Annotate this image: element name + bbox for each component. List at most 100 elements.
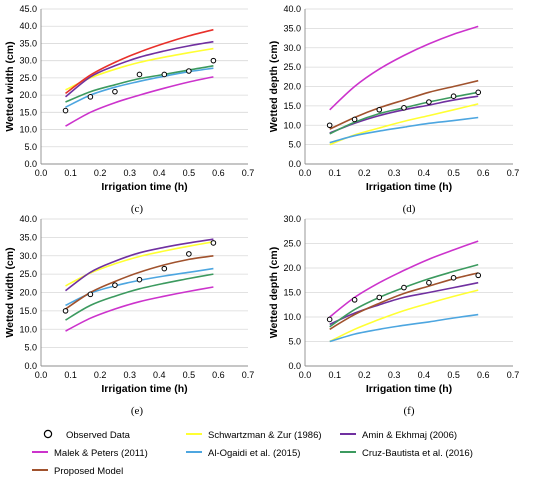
observed-point [376,294,383,301]
panel-label: (d) [403,203,416,215]
y-tick-label: 30.0 [283,43,301,53]
y-tick-label: 10.0 [19,324,37,334]
chart-panel-c: 0.0 5.0 10.0 15.0 20.0 25.0 30.0 35.0 40.0 45.0 0.… [4,4,254,215]
x-tick-label: 0.1 [328,370,341,380]
x-tick-label: 0.6 [212,168,225,178]
panel-label: (c) [131,203,144,215]
x-tick-label: 0.3 [388,370,401,380]
observed-point [112,88,118,95]
observed-point [186,251,192,257]
x-tick-label: 0.7 [507,370,520,380]
chart-panel-d: 0.0 5.0 10.0 15.0 20.0 25.0 30.0 35.0 40.0 0.0 0.1… [268,4,519,215]
series-line-malek [65,76,214,127]
legend-observed: Observed Data [43,429,131,441]
y-tick-label: 25.0 [19,269,37,279]
series-line-proposed [329,272,479,330]
x-tick-label: 0.7 [507,168,520,178]
y-tick-label: 0.0 [24,361,37,371]
x-tick-label: 0.0 [299,370,312,380]
y-tick-label: 10.0 [283,312,301,322]
y-tick-label: 5.0 [288,337,301,347]
legend: Observed Data Schwartzman & Zur (1986) A… [32,429,473,477]
legend-cruz-label: Cruz-Bautista et al. (2016) [362,448,473,459]
series-line-malek [329,25,479,111]
series-line-amin [65,40,214,98]
observed-point [136,276,143,283]
y-tick-label: 0.0 [24,159,37,169]
y-tick-label: 15.0 [283,101,301,111]
series-line-alogaidi [329,313,479,343]
x-tick-label: 0.4 [153,370,166,380]
y-axis-title: Wetted depth (cm) [268,247,280,338]
observed-point [475,272,482,279]
series-line-malek [65,286,214,332]
observed-point [376,106,383,113]
x-tick-label: 0.7 [242,168,255,178]
observed-point [426,279,432,286]
legend-proposed: Proposed Model [32,466,123,477]
x-tick-label: 0.1 [64,168,77,178]
y-tick-label: 30.0 [19,56,37,66]
observed-point [326,122,333,129]
legend-observed-marker [43,429,53,439]
legend-amin: Amin & Ekhmaj (2006) [340,430,457,441]
x-tick-label: 0.5 [447,370,460,380]
y-axis-title: Wetted width (cm) [4,41,16,131]
x-axis-title: Irrigation time (h) [101,181,187,193]
y-tick-label: 20.0 [19,90,37,100]
legend-amin-label: Amin & Ekhmaj (2006) [362,430,457,441]
series-line-cruz [65,273,214,321]
series-line-alogaidi [329,116,479,144]
observed-point [62,107,69,114]
y-tick-label: 40.0 [19,21,37,31]
observed-point [161,71,168,78]
y-tick-label: 0.0 [288,361,301,371]
y-tick-label: 20.0 [283,82,301,92]
y-tick-label: 40.0 [19,214,37,224]
x-tick-label: 0.4 [418,168,431,178]
x-tick-label: 0.2 [94,168,107,178]
chart-panel-f: 0.0 5.0 10.0 15.0 20.0 25.0 30.0 0.0 0.1 0.2 0.3 0.… [268,214,519,417]
observed-point [475,89,482,96]
y-axis-title: Wetted width (cm) [4,247,16,337]
panel-label: (e) [131,405,144,417]
observed-point [186,68,192,74]
observed-point [112,282,118,288]
x-tick-label: 0.1 [64,370,77,380]
observed-point [351,297,358,303]
observed-point [210,57,217,64]
y-tick-label: 30.0 [283,214,301,224]
observed-point [62,308,69,314]
observed-point [426,99,432,105]
x-tick-label: 0.0 [35,370,48,380]
y-tick-label: 10.0 [283,120,301,130]
observed-point [87,94,94,100]
y-tick-label: 5.0 [288,140,301,150]
observed-point [401,105,407,111]
x-tick-label: 0.4 [418,370,431,380]
x-tick-label: 0.5 [447,168,460,178]
x-tick-label: 0.3 [388,168,401,178]
observed-point [161,265,168,272]
x-axis-title: Irrigation time (h) [101,383,187,395]
x-tick-label: 0.0 [299,168,312,178]
series-line-proposed [65,28,214,95]
x-tick-label: 0.0 [35,168,48,178]
x-tick-label: 0.2 [94,370,107,380]
series-line-amin [65,238,214,292]
observed-point [210,240,217,246]
y-tick-label: 0.0 [288,159,301,169]
y-tick-label: 15.0 [19,306,37,316]
x-tick-label: 0.2 [358,168,371,178]
x-tick-label: 0.6 [477,168,490,178]
x-tick-label: 0.7 [242,370,255,380]
x-axis-title: Irrigation time (h) [366,383,452,395]
legend-schwartzman-label: Schwartzman & Zur (1986) [208,430,322,441]
y-tick-label: 35.0 [19,38,37,48]
observed-point [450,93,457,99]
y-tick-label: 10.0 [19,125,37,135]
x-tick-label: 0.2 [358,370,371,380]
y-tick-label: 5.0 [24,343,37,353]
x-tick-label: 0.1 [328,168,341,178]
